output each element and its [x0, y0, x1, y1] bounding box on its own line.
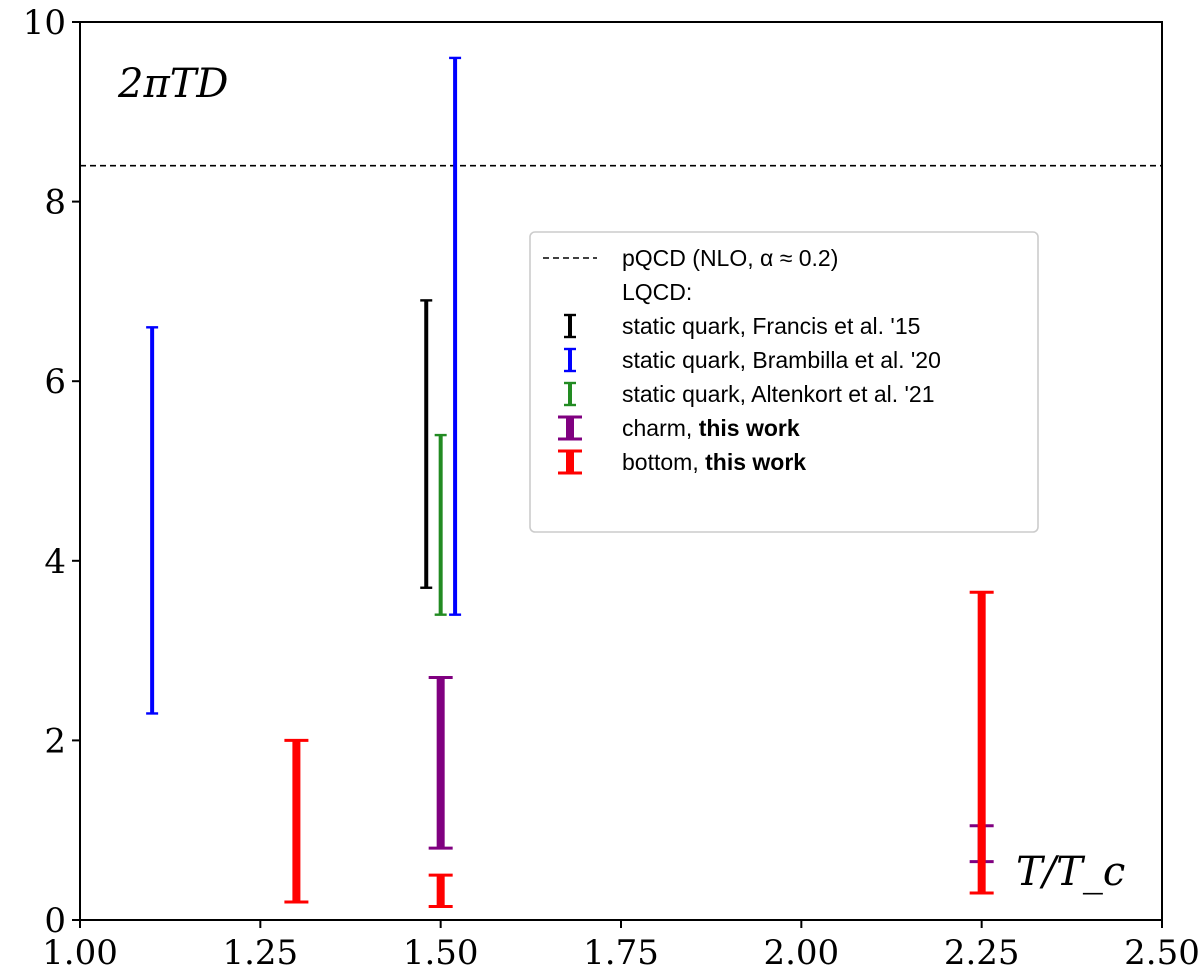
x-tick-label: 1.00 [42, 933, 118, 973]
legend-label-series-0: static quark, Francis et al. '15 [622, 313, 920, 339]
x-tick-label: 2.25 [944, 933, 1020, 973]
x-axis-label: T/T_c [1016, 849, 1125, 895]
legend-label-series-3: charm, this work [622, 415, 800, 441]
error-bar-series-4-point-1 [428, 873, 453, 909]
y-tick-label: 6 [44, 362, 66, 402]
plot-layer: 1.00 1.25 1.50 1.75 2.00 2.25 2.50 0 2 4 6 8 10 [23, 3, 1200, 973]
y-tick-label: 0 [44, 901, 66, 941]
y-tick-label: 10 [23, 3, 66, 43]
legend: pQCD (NLO, α ≈ 0.2) LQCD: static quark, Fr… [529, 231, 1039, 533]
legend-marker-series-0 [564, 313, 576, 339]
x-tick-label: 1.50 [403, 933, 479, 973]
legend-box [529, 231, 1039, 533]
y-tick-label: 2 [44, 721, 66, 761]
legend-label-series-1: static quark, Brambilla et al. '20 [622, 347, 941, 373]
legend-label-series-4: bottom, this work [622, 449, 806, 475]
legend-label-series-2: static quark, Altenkort et al. '21 [622, 381, 935, 407]
error-bar-series-2-point-0 [434, 433, 447, 616]
x-tick-label: 1.75 [583, 933, 659, 973]
x-tick-label: 2.00 [763, 933, 839, 973]
error-bar-series-4-point-2 [969, 590, 994, 895]
y-tick-label: 8 [44, 183, 66, 223]
x-tick-label: 1.25 [222, 933, 298, 973]
error-bar-series-3-point-0 [428, 676, 453, 850]
legend-marker-series-2 [564, 381, 576, 407]
legend-marker-series-1 [564, 347, 576, 373]
legend-marker-series-3 [558, 415, 582, 441]
y-tick-label: 4 [44, 542, 66, 582]
y-axis-label: 2πTD [117, 61, 229, 107]
legend-header: LQCD: [622, 279, 692, 305]
error-bar-series-4-point-0 [284, 738, 309, 904]
error-bar-series-1-point-0 [146, 326, 159, 715]
error-bar-series-1-point-1 [449, 56, 462, 616]
x-tick-label: 2.50 [1124, 933, 1200, 973]
legend-label-pqcd: pQCD (NLO, α ≈ 0.2) [622, 245, 838, 271]
error-bar-series-0-point-0 [420, 299, 433, 589]
legend-marker-series-4 [558, 449, 582, 475]
